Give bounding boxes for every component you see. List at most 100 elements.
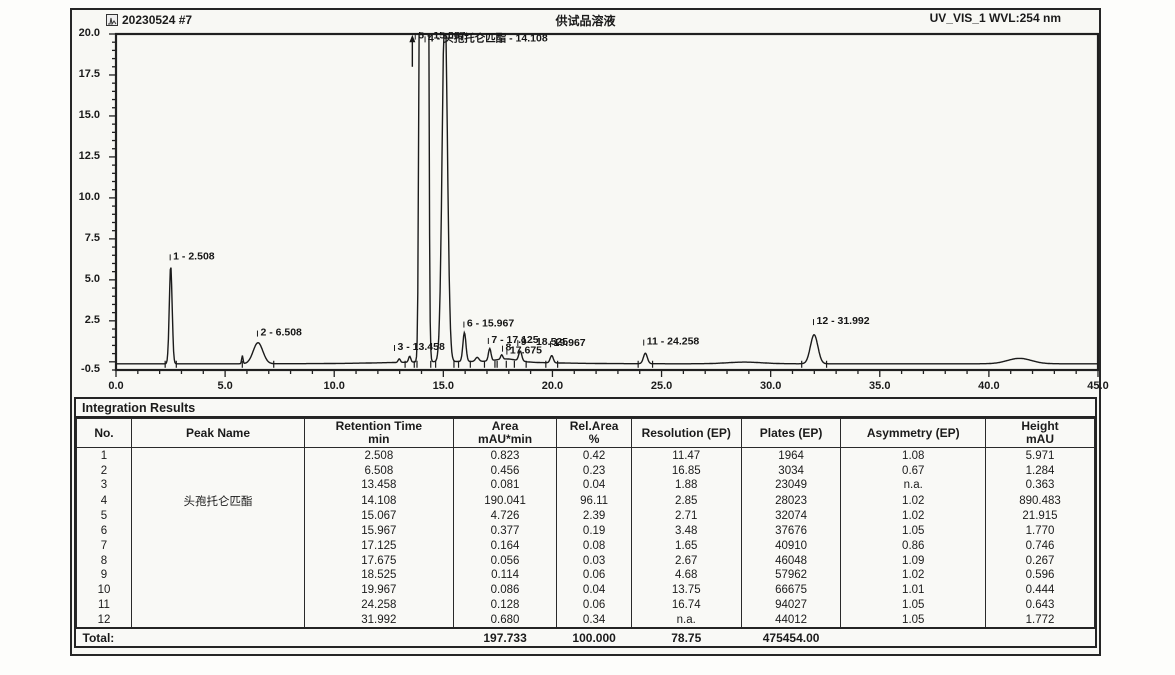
cell-asymmetry: 1.05 [840,523,987,539]
cell-resolution: 2.67 [630,553,742,568]
cell-asymmetry: 1.01 [840,582,987,598]
cell-no: 2 [76,463,132,478]
col-retention-time: Retention Time min [304,417,454,449]
table-row: 7 17.125 0.164 0.08 1.65 40910 0.86 0.746 [76,538,1095,554]
cell-resolution: 2.85 [630,492,742,509]
cell-resolution: 1.88 [630,477,742,493]
cell-height: 5.971 [985,447,1095,464]
cell-peak_name [130,523,306,539]
cell-asymmetry: 1.09 [840,553,987,568]
cell-resolution: 16.74 [630,597,742,613]
cell-area: 0.081 [452,477,558,493]
y-axis-tick-label: 7.5 [84,231,100,244]
cell-rel_area: 0.23 [556,463,632,478]
table-row: 1 2.508 0.823 0.42 11.47 1964 1.08 5.971 [76,447,1095,464]
cell-height: 0.444 [985,582,1095,598]
table-row: 9 18.525 0.114 0.06 4.68 57962 1.02 0.596 [76,567,1095,583]
cell-peak_name: 头孢托仑匹酯 [130,492,306,509]
table-title: Integration Results [76,399,1095,418]
cell-rel_area: 0.03 [556,553,632,568]
col-area: Area mAU*min [452,417,558,449]
total-empty [840,627,1095,647]
injection-icon [106,14,118,26]
cell-area: 0.823 [452,447,558,464]
cell-resolution: 2.71 [630,508,742,524]
cell-plates: 3034 [740,463,842,478]
cell-peak_name [130,553,306,568]
table-row: 10 19.967 0.086 0.04 13.75 66675 1.01 0.444 [76,582,1095,598]
table-row: 5 15.067 4.726 2.39 2.71 32074 1.02 21.915 [76,508,1095,524]
peak-label: 19.967 [554,337,586,349]
cell-asymmetry: 1.02 [840,492,987,509]
peak-label: 2 - 6.508 [260,327,302,339]
cell-height: 1.284 [985,463,1095,478]
integration-results-table: Integration Results No. Peak Name Retent… [74,397,1097,649]
cell-rel_area: 0.04 [556,477,632,493]
cell-height: 0.363 [985,477,1095,493]
peak-label: 4 - 头孢托仑匹酯 - 14.108 [428,32,548,44]
x-axis-tick-label: 40.0 [978,380,1000,392]
cell-area: 0.056 [452,553,558,568]
cell-retention_time: 15.967 [304,523,454,539]
col-peak-name: Peak Name [130,417,306,449]
table-row: 4 头孢托仑匹酯 14.108 190.041 96.11 2.85 28023 1.02 89… [76,492,1095,509]
cell-rel_area: 0.06 [556,597,632,613]
col-no: No. [76,417,132,449]
total-resolution: 78.75 [631,627,742,647]
cell-plates: 94027 [740,597,842,613]
cell-rel_area: 0.19 [556,523,632,539]
cell-resolution: n.a. [630,612,742,629]
cell-plates: 23049 [740,477,842,493]
cell-no: 8 [76,553,132,568]
cell-no: 5 [76,508,132,524]
x-axis-tick-label: 45.0 [1087,380,1109,392]
cell-asymmetry: 0.86 [840,538,987,554]
cell-no: 4 [76,492,132,509]
cell-height: 890.483 [985,492,1095,509]
cell-asymmetry: 1.05 [840,597,987,613]
total-row: Total: 197.733 100.000 78.75 475454.00 [76,627,1095,647]
cell-asymmetry: 1.02 [840,567,987,583]
table-row: 3 13.458 0.081 0.04 1.88 23049 n.a. 0.363 [76,477,1095,493]
cell-asymmetry: 0.67 [840,463,987,478]
cell-resolution: 13.75 [630,582,742,598]
chromatogram: 20.0 17.5 15.0 12.5 10.0 7.5 5.0 2.5 -0.5 1 - 2.… [72,27,1109,394]
col-resolution: Resolution (EP) [630,417,742,449]
cell-peak_name [130,538,306,554]
table-row: 11 24.258 0.128 0.06 16.74 94027 1.05 0.643 [76,597,1095,613]
cell-plates: 40910 [740,538,842,554]
cell-retention_time: 17.125 [304,538,454,554]
clipped-peak-arrow-head [409,34,416,43]
cell-rel_area: 0.42 [556,447,632,464]
cell-no: 1 [76,447,132,464]
y-axis-tick-label: 5.0 [84,272,100,285]
col-height: Height mAU [985,417,1095,449]
cell-area: 0.086 [452,582,558,598]
peak-label: 1 - 2.508 [173,250,215,262]
cell-no: 7 [76,538,132,554]
cell-plates: 32074 [740,508,842,524]
x-axis-tick-label: 25.0 [650,380,673,392]
peak-label: 5 - 15.067 [418,32,465,42]
cell-rel_area: 0.04 [556,582,632,598]
cell-height: 0.596 [985,567,1095,583]
plot-border [114,32,1100,372]
peak-label: 12 - 31.992 [816,315,869,327]
peak-label: 11 - 24.258 [647,336,700,348]
injection-name: 20230524 #7 [122,13,193,27]
cell-plates: 46048 [740,553,842,568]
peak-label: 6 - 15.967 [467,318,514,330]
chromatogram-trace [116,33,1098,365]
cell-resolution: 4.68 [630,567,742,583]
peak-label: 7 - 17.125 [491,334,538,346]
x-axis-tick-label: 30.0 [759,380,782,392]
cell-plates: 66675 [740,582,842,598]
cell-plates: 28023 [740,492,842,509]
cell-no: 12 [76,612,132,629]
channel-label: UV_VIS_1 WVL:254 nm [929,11,1061,25]
cell-area: 0.377 [452,523,558,539]
cell-asymmetry: 1.02 [840,508,987,524]
cell-retention_time: 14.108 [304,492,454,509]
cell-area: 4.726 [452,508,558,524]
cell-area: 0.456 [452,463,558,478]
